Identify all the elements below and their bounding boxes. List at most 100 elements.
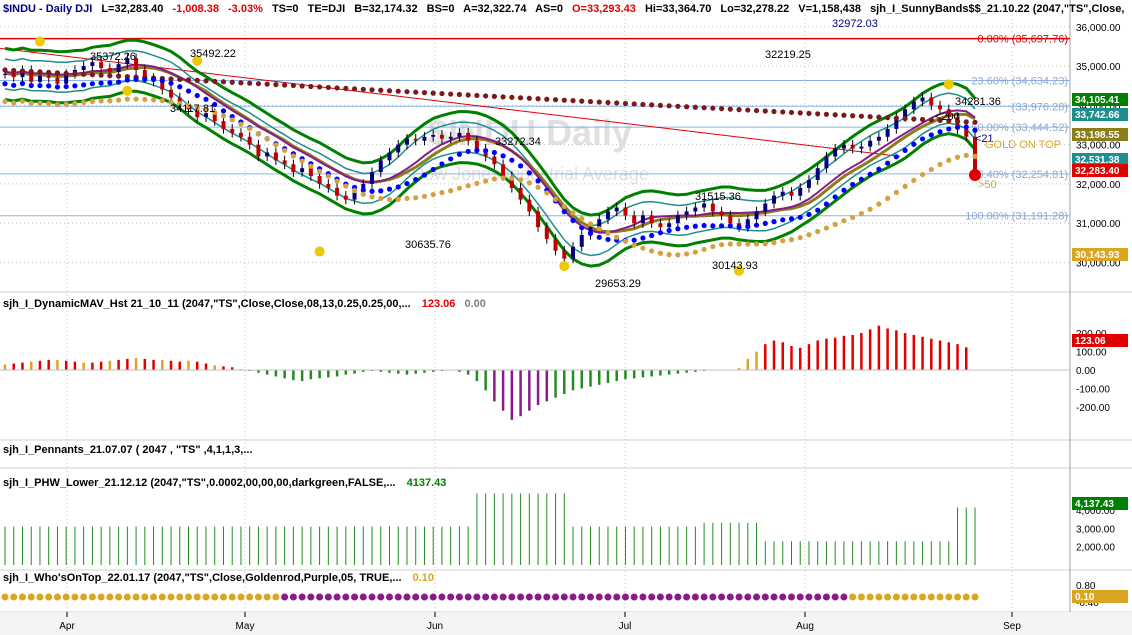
candle-body: [317, 176, 322, 184]
ma21-dot: [876, 166, 882, 172]
whos-on-top-dot: [735, 593, 743, 601]
swing-marker-2: [122, 85, 133, 96]
candle-body: [911, 101, 916, 110]
ma50-dot: [421, 193, 428, 199]
ma21-dot: [788, 216, 795, 222]
ma21-dot: [194, 92, 200, 99]
ma50-dot: [11, 100, 17, 106]
ma21-dot: [465, 148, 471, 155]
ma200-dot: [351, 86, 358, 92]
whos-on-top-dot: [71, 593, 79, 601]
swing-marker-5: [734, 265, 745, 276]
candle-body: [466, 132, 471, 141]
whos-on-top-dot: [316, 593, 324, 601]
ma200-dot: [596, 99, 602, 105]
whos-on-top-dot: [709, 593, 717, 601]
ma50-dot: [535, 184, 541, 190]
candle-body: [378, 160, 383, 173]
price-label-0: 35372.26: [90, 51, 136, 63]
whos-on-top-name: sjh_I_Who'sOnTop_22.01.17 (2047,"TS",Clo…: [3, 572, 402, 584]
band-mid-purple: [4, 63, 976, 234]
ma21-dot: [885, 160, 891, 166]
ma50-dot: [771, 240, 777, 246]
whos-on-top-dot: [123, 593, 131, 601]
ma50-dot: [727, 241, 733, 247]
candle-body: [413, 138, 418, 141]
candle-body: [422, 136, 427, 141]
ma21-dot: [963, 124, 969, 130]
ma50-dot: [736, 241, 742, 247]
ma200-dot: [491, 93, 497, 99]
ma50-dot: [483, 178, 489, 184]
ma50-dot: [395, 196, 401, 203]
band-lower-outer: [4, 89, 977, 268]
whos-on-top-dot: [45, 593, 53, 601]
ma200-dot: [701, 105, 707, 111]
candle-body: [160, 81, 165, 90]
whos-on-top-dot: [857, 593, 865, 601]
ma21-dot: [413, 177, 419, 183]
ma200-dot: [421, 90, 428, 96]
whos-on-top-dot: [578, 593, 586, 601]
ma200-dot: [666, 103, 672, 109]
phw-tick-2: 2,000.00: [1076, 543, 1115, 554]
ma21-dot: [701, 222, 707, 229]
indicator-title-phw-lower: sjh_I_PHW_Lower_21.12.12 (2047,"TS",0.00…: [3, 477, 446, 489]
ma21-dot: [2, 81, 8, 87]
grid: [0, 0, 1132, 613]
ma200-dot: [483, 93, 489, 99]
ma21-dot: [81, 82, 87, 88]
ma21-dot: [430, 166, 436, 173]
ma21-dot: [212, 101, 218, 108]
candle-body: [841, 144, 846, 149]
price-label-4: 32219.25: [765, 49, 811, 61]
whos-on-top-dot: [805, 593, 813, 601]
candle-body: [693, 207, 698, 212]
ma200-dot: [954, 118, 961, 124]
ma50-dot: [806, 232, 812, 238]
candle-body: [728, 215, 733, 224]
candle-body: [938, 105, 943, 110]
candle-body: [273, 152, 278, 161]
whos-on-top-dot: [490, 593, 498, 601]
candle-body: [212, 113, 217, 122]
candle-body: [265, 152, 270, 157]
price-label-5: 30635.76: [405, 239, 451, 251]
whos-on-top-dot: [36, 593, 44, 601]
ma21-dot: [150, 76, 157, 82]
ma200-dot: [684, 104, 690, 110]
ma200-dot: [579, 98, 585, 104]
whos-on-top-dot: [586, 593, 594, 601]
ma200-dot: [657, 102, 664, 108]
whos-on-top-dot: [386, 593, 394, 601]
whos-on-top-dot: [639, 593, 647, 601]
ma50-dot: [325, 173, 331, 179]
ma21-dot: [771, 219, 777, 225]
ma200-dot: [797, 110, 803, 116]
price-tag-3: 32,531.38: [1075, 155, 1120, 166]
ma200-dot: [413, 89, 419, 95]
whos-on-top-dot: [263, 593, 271, 601]
ma50-dot: [867, 206, 873, 212]
candle-body: [929, 97, 934, 106]
swing-marker-3: [314, 246, 325, 257]
ma200-dot: [832, 112, 838, 118]
candle-body: [824, 156, 829, 169]
ma21-dot: [649, 232, 655, 239]
price-label-3: 33272.34: [495, 136, 541, 148]
ma200-dot: [762, 108, 768, 114]
ma21-dot: [640, 235, 646, 241]
whos-on-top-dot: [927, 593, 935, 601]
whos-on-top-dot: [211, 593, 219, 601]
ma21-dot: [378, 188, 384, 194]
ma21-dot: [753, 222, 760, 228]
whos-on-top-dot: [228, 593, 236, 601]
ma50-dot: [63, 101, 69, 107]
ma200-dot: [2, 67, 8, 73]
ma21-dot: [718, 223, 725, 229]
header-pct: -3.03%: [228, 3, 263, 15]
whos-on-top-dot: [884, 593, 892, 601]
ma21-dot: [483, 148, 489, 154]
ma50-dot: [19, 98, 26, 104]
